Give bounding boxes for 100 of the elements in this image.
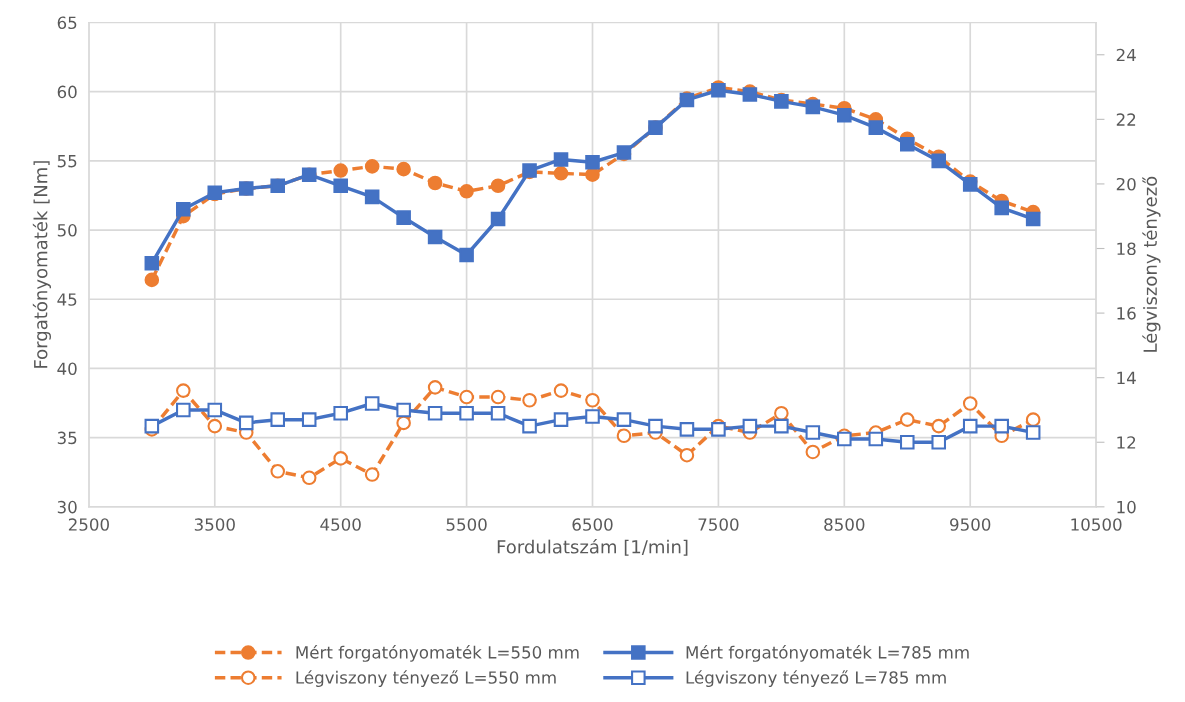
point <box>333 163 348 178</box>
point <box>333 178 348 194</box>
point <box>899 136 915 152</box>
legend-label: Légviszony tényező L=785 mm <box>686 670 946 687</box>
y-tick-label: 50 <box>57 224 77 237</box>
point <box>962 396 978 411</box>
point <box>176 383 191 398</box>
y-tick-label: 35 <box>57 431 77 445</box>
point <box>585 392 600 408</box>
legend-label: Mért forgatónyomaték L=550 mm <box>296 645 579 662</box>
point <box>805 425 821 440</box>
point <box>144 272 160 288</box>
point <box>490 178 506 194</box>
point <box>1025 425 1041 440</box>
point <box>522 392 537 408</box>
point <box>994 418 1009 434</box>
y2-tick-label: 14 <box>1117 371 1136 385</box>
y-tick-label: 60 <box>57 85 77 99</box>
y2-tick-label: 22 <box>1116 113 1136 126</box>
y-tick-label: 45 <box>57 293 77 306</box>
x-tick-label: 4500 <box>320 518 361 531</box>
point <box>585 409 600 424</box>
y2-tick-label: 12 <box>1117 436 1136 449</box>
point <box>994 200 1009 216</box>
point <box>144 418 160 434</box>
point <box>270 464 286 479</box>
point <box>333 405 348 421</box>
legend-label: Légviszony tényező L=550 mm <box>296 670 556 687</box>
point <box>553 166 569 181</box>
point <box>364 159 380 174</box>
point <box>616 412 632 427</box>
point <box>742 418 758 434</box>
point <box>270 412 286 427</box>
point <box>490 405 506 421</box>
point <box>144 255 160 271</box>
y2-tick-label: 18 <box>1117 242 1136 256</box>
point <box>459 405 474 421</box>
point <box>837 107 852 123</box>
point <box>301 412 317 427</box>
point <box>176 402 191 418</box>
point <box>1025 412 1041 427</box>
point <box>585 154 600 170</box>
point <box>176 202 191 217</box>
x-axis-title: Fordulatszám [1/min] <box>497 538 688 556</box>
y-tick-label: 30 <box>57 500 77 514</box>
x-tick-label: 10500 <box>1071 518 1122 531</box>
y-tick-label: 40 <box>57 362 77 376</box>
y2-tick-label: 10 <box>1117 500 1136 514</box>
point <box>364 189 380 205</box>
point <box>238 415 254 431</box>
point <box>962 418 978 434</box>
point <box>679 422 695 437</box>
point <box>396 402 411 418</box>
point <box>427 405 443 421</box>
point <box>679 447 695 463</box>
point <box>1025 211 1041 227</box>
point <box>805 444 821 460</box>
x-tick-label: 6500 <box>572 518 613 531</box>
point <box>301 470 317 486</box>
point <box>553 412 569 427</box>
point <box>616 428 632 444</box>
legend-label: Mért forgatónyomaték L=785 mm <box>686 645 969 662</box>
point <box>427 380 443 395</box>
x-tick-label: 7500 <box>698 518 739 531</box>
point <box>459 247 474 263</box>
y2-tick-label: 24 <box>1116 48 1136 62</box>
point <box>899 412 915 427</box>
point <box>931 418 947 434</box>
x-tick-label: 8500 <box>824 518 865 531</box>
point <box>207 418 223 434</box>
y-tick-label: 65 <box>57 16 77 30</box>
y-tick-label: 55 <box>57 155 77 168</box>
point <box>648 418 663 434</box>
x-tick-label: 5500 <box>446 518 487 531</box>
point <box>396 210 411 225</box>
point <box>490 389 506 405</box>
x-tick-label: 2500 <box>68 518 109 531</box>
y-axis-title: Forgatónyomaték [Nm] <box>32 161 51 368</box>
point <box>490 211 506 227</box>
point <box>931 434 947 450</box>
point <box>931 153 947 169</box>
point <box>899 434 915 450</box>
point <box>553 383 569 398</box>
x-tick-label: 3500 <box>194 518 235 531</box>
point <box>711 422 726 437</box>
point <box>459 389 474 405</box>
point <box>774 418 789 434</box>
point <box>364 467 380 482</box>
point <box>774 405 789 421</box>
point <box>868 120 884 135</box>
y2-tick-label: 20 <box>1116 177 1136 191</box>
point <box>459 184 474 199</box>
point <box>396 415 411 431</box>
point <box>868 431 884 447</box>
point <box>364 396 380 411</box>
y2-axis-title: Légviszony tényező <box>1142 176 1161 352</box>
point <box>427 175 443 191</box>
point <box>207 402 223 418</box>
point <box>396 161 411 177</box>
point <box>553 152 569 167</box>
